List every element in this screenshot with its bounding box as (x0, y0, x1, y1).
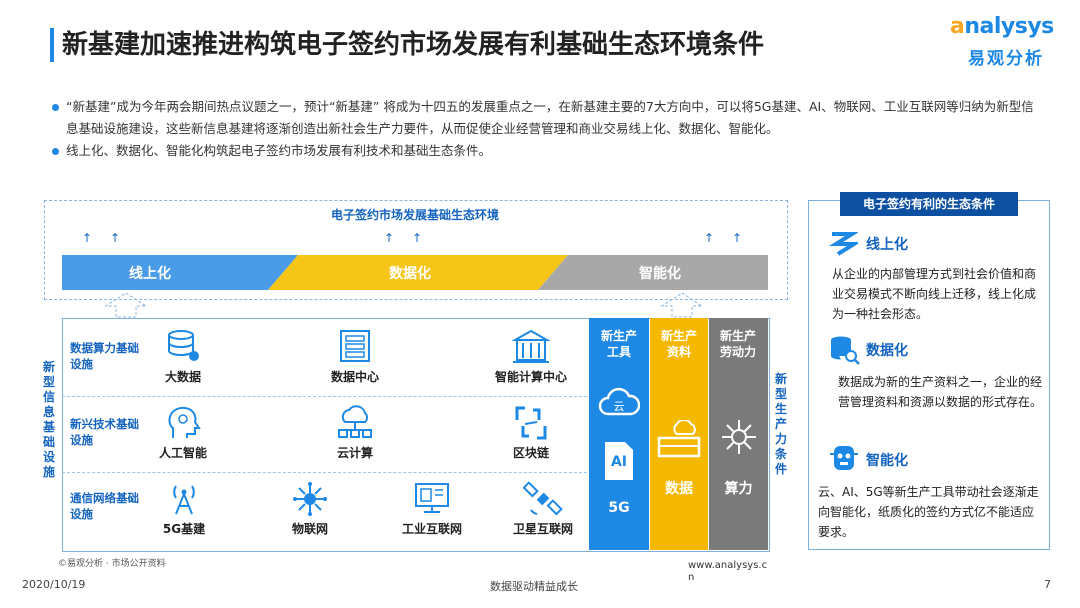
website-url: www.analysys.cn (688, 560, 768, 583)
database-icon (168, 330, 199, 361)
satellite-icon (523, 481, 563, 516)
ecosystem-title: 电子签约市场发展基础生态环境 (330, 208, 499, 222)
section-title-online: 线上化 (866, 237, 908, 253)
ai-label: AI (610, 454, 628, 470)
row-divider (62, 472, 587, 473)
item-industrial-internet: 工业互联网 (382, 480, 482, 537)
compute-burst-icon (722, 420, 756, 454)
iot-network-icon (293, 482, 327, 516)
bullet-item: “新基建”成为今年两会期间热点议题之一，预计“新基建” 将成为十四五的发展重点之… (50, 96, 1040, 140)
ecology-conditions-header: 电子签约有利的生态条件 (840, 192, 1018, 216)
database-search-icon (831, 336, 860, 365)
section-text-online: 从企业的内部管理方式到社会价值和商业交易模式不断向线上迁移，线上化成为一种社会形… (832, 267, 1037, 321)
item-iot: 物联网 (260, 480, 360, 537)
hollow-up-arrow-icon (660, 292, 704, 318)
band-data (268, 255, 568, 290)
logo-wordmark: analysys (950, 14, 1054, 39)
footer-date: 2020/10/19 (22, 578, 86, 591)
section-title-intelligent: 智能化 (866, 453, 908, 469)
online-arrow-icon (829, 232, 858, 256)
up-arrow-icon: ↑ (732, 231, 743, 245)
row-label-compute: 数据算力基础设施 (70, 341, 139, 371)
bullet-item: 线上化、数据化、智能化构筑起电子签约市场发展有利技术和基础生态条件。 (50, 140, 1040, 162)
section-text-data: 数据成为新的生产资料之一，企业的经营管理资料和资源以数据的形式存在。 (838, 375, 1043, 409)
building-icon (511, 329, 551, 363)
up-arrow-icon: ↑ (704, 231, 715, 245)
cloud-network-icon (338, 405, 372, 438)
column-new-materials: 新生产资料 数据 (650, 318, 708, 550)
compute-label: 算力 (724, 481, 753, 497)
server-rack-icon (340, 330, 370, 362)
ecosystem-bands (62, 255, 768, 290)
page-number: 7 (1044, 578, 1051, 591)
production-vertical-label: 新型生产力条件 (774, 372, 787, 476)
band-intelligent (538, 255, 768, 290)
bullet-list: “新基建”成为今年两会期间热点议题之一，预计“新基建” 将成为十四五的发展重点之… (50, 96, 1040, 162)
robot-brain-icon (830, 446, 858, 470)
data-label: 数据 (665, 481, 693, 497)
signal-tower-icon (173, 485, 195, 515)
source-note: ©易观分析 · 市场公开资料 (58, 559, 166, 569)
infrastructure-box (62, 318, 770, 552)
up-arrow-icon: ↑ (110, 231, 121, 245)
analysys-logo: analysys 易观分析 (950, 14, 1060, 74)
title-accent-bar (50, 28, 54, 62)
section-title-data: 数据化 (866, 343, 908, 359)
up-arrow-icon: ↑ (412, 231, 423, 245)
industrial-monitor-icon (415, 483, 449, 513)
band-online (62, 255, 298, 290)
footer-slogan: 数据驱动精益成长 (490, 580, 578, 593)
up-arrow-icon: ↑ (384, 231, 395, 245)
band-label-online: 线上化 (129, 265, 171, 282)
item-cloud-computing: 云计算 (300, 404, 410, 461)
cloud-storage-icon (657, 420, 701, 458)
blockchain-icon (515, 406, 547, 440)
column-new-tools: 新生产工具 云 AI 5G (589, 318, 649, 550)
row-label-tech: 新兴技术基础设施 (70, 417, 139, 447)
ecosystem-box (44, 200, 788, 300)
ai-chip-icon (605, 442, 633, 480)
item-big-data: 大数据 (128, 328, 238, 385)
svg-text:云: 云 (614, 400, 625, 413)
page-title: 新基建加速推进构筑电子签约市场发展有利基础生态环境条件 (62, 30, 765, 60)
item-ai: 人工智能 (128, 404, 238, 461)
logo-chinese: 易观分析 (968, 49, 1044, 69)
cloud-icon: 云 (598, 387, 640, 416)
row-label-network: 通信网络基础设施 (70, 491, 139, 521)
item-5g-infrastructure: 5G基建 (134, 480, 234, 537)
row-divider (62, 396, 587, 397)
item-data-center: 数据中心 (300, 328, 410, 385)
band-label-data: 数据化 (389, 265, 431, 282)
column-new-labor: 新生产劳动力 算力 (709, 318, 768, 550)
section-text-intelligent: 云、AI、5G等新生产工具带动社会逐渐走向智能化，纸质化的签约方式亿不能适应要求… (818, 485, 1039, 539)
ai-head-icon (168, 406, 201, 438)
hollow-up-arrow-icon (104, 292, 148, 318)
infrastructure-vertical-label: 新型信息基础设施 (42, 360, 55, 479)
item-satellite-internet: 卫星互联网 (496, 480, 590, 537)
up-arrow-icon: ↑ (82, 231, 93, 245)
5g-label: 5G (608, 500, 630, 516)
band-label-intelligent: 智能化 (639, 265, 681, 282)
item-blockchain: 区块链 (476, 404, 586, 461)
item-intelligent-computing-center: 智能计算中心 (476, 328, 586, 385)
